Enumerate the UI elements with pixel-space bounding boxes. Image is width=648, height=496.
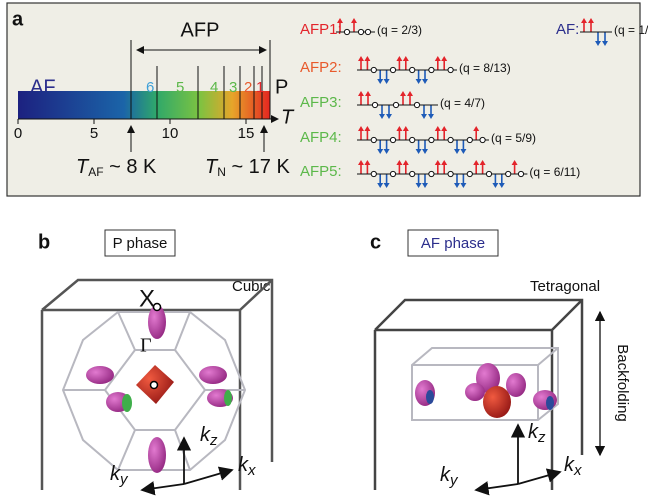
spin-zero [486, 171, 491, 176]
q-value: (q = 5/9) [491, 131, 536, 145]
kx-label: kx [238, 454, 256, 479]
phase-name: P phase [113, 235, 168, 252]
spin-zero [429, 137, 434, 142]
panel-label: a [12, 8, 24, 30]
spin-zero [448, 171, 453, 176]
panel-label: b [38, 231, 50, 253]
ky-label: ky [110, 463, 129, 488]
kx-label: kx [564, 454, 582, 479]
structure-name: AFP4: [300, 129, 342, 146]
x-label: X [139, 285, 155, 312]
spin-zero [358, 29, 363, 34]
fermi-pocket [465, 383, 485, 401]
gamma-label: Γ [140, 335, 152, 357]
ky-label: ky [440, 464, 459, 489]
spin-zero [390, 171, 395, 176]
phase-number: 1 [256, 79, 264, 96]
kz-label: kz [200, 424, 218, 449]
spin-zero [344, 29, 349, 34]
fermi-pocket [506, 373, 526, 397]
tick-label: 5 [90, 125, 98, 142]
tick-label: 15 [238, 125, 255, 142]
backfolding-label: Backfolding [614, 344, 631, 422]
p-label: P [275, 76, 288, 98]
pocket-edge [426, 390, 434, 404]
spin-zero [410, 171, 415, 176]
pocket-edge [546, 396, 554, 410]
spin-zero [410, 67, 415, 72]
t-axis-label: T [281, 106, 295, 128]
phase-number: 4 [210, 79, 218, 96]
lattice-name: Tetragonal [530, 278, 600, 295]
spin-zero [448, 137, 453, 142]
afp-label: AFP [181, 19, 220, 41]
fermi-pocket [86, 366, 114, 384]
q-value: (q = 4/7) [440, 96, 485, 110]
spin-zero [467, 171, 472, 176]
spin-zero [371, 171, 376, 176]
tick-label: 0 [14, 125, 22, 142]
structure-name: AF: [556, 21, 579, 38]
spin-zero [390, 137, 395, 142]
phase-number: 3 [229, 79, 237, 96]
spin-zero [448, 67, 453, 72]
fermi-pocket [148, 437, 166, 473]
spin-zero [518, 171, 523, 176]
spin-zero [429, 171, 434, 176]
gamma-point [151, 382, 158, 389]
gamma-pocket [483, 386, 511, 418]
tick-label: 10 [162, 125, 179, 142]
fermi-pocket [199, 366, 227, 384]
panel-label: c [370, 231, 381, 253]
spin-zero [414, 102, 419, 107]
figure: a AFP AF P 6 5 4 3 2 1 0 5 10 15 T TAF ~… [0, 0, 648, 496]
phase-number: 2 [244, 79, 252, 96]
spin-zero [506, 171, 511, 176]
q-value: (q = 8/13) [459, 61, 511, 75]
structure-name: AFP3: [300, 94, 342, 111]
structure-name: AFP2: [300, 59, 342, 76]
phase-number: 5 [176, 79, 184, 96]
q-value: (q = 1/2) [614, 23, 648, 37]
t-af-label: TAF ~ 8 K [76, 156, 157, 179]
q-value: (q = 6/11) [529, 165, 580, 179]
fermi-pocket-edge [122, 394, 132, 412]
phase-name: AF phase [421, 235, 485, 252]
spin-zero [372, 102, 377, 107]
structure-name: AFP1: [300, 21, 342, 38]
spin-zero [480, 137, 485, 142]
kz-label: kz [528, 421, 546, 446]
k-axes [476, 425, 560, 490]
spin-zero [410, 137, 415, 142]
spin-zero [390, 67, 395, 72]
spin-zero [429, 67, 434, 72]
phase-number: 6 [146, 79, 154, 96]
structure-name: AFP5: [300, 163, 342, 180]
spin-zero [467, 137, 472, 142]
fermi-pocket-edge [224, 390, 232, 406]
spin-zero [371, 137, 376, 142]
q-value: (q = 2/3) [377, 23, 422, 37]
spin-zero [365, 29, 370, 34]
spin-zero [371, 67, 376, 72]
spin-zero [393, 102, 398, 107]
